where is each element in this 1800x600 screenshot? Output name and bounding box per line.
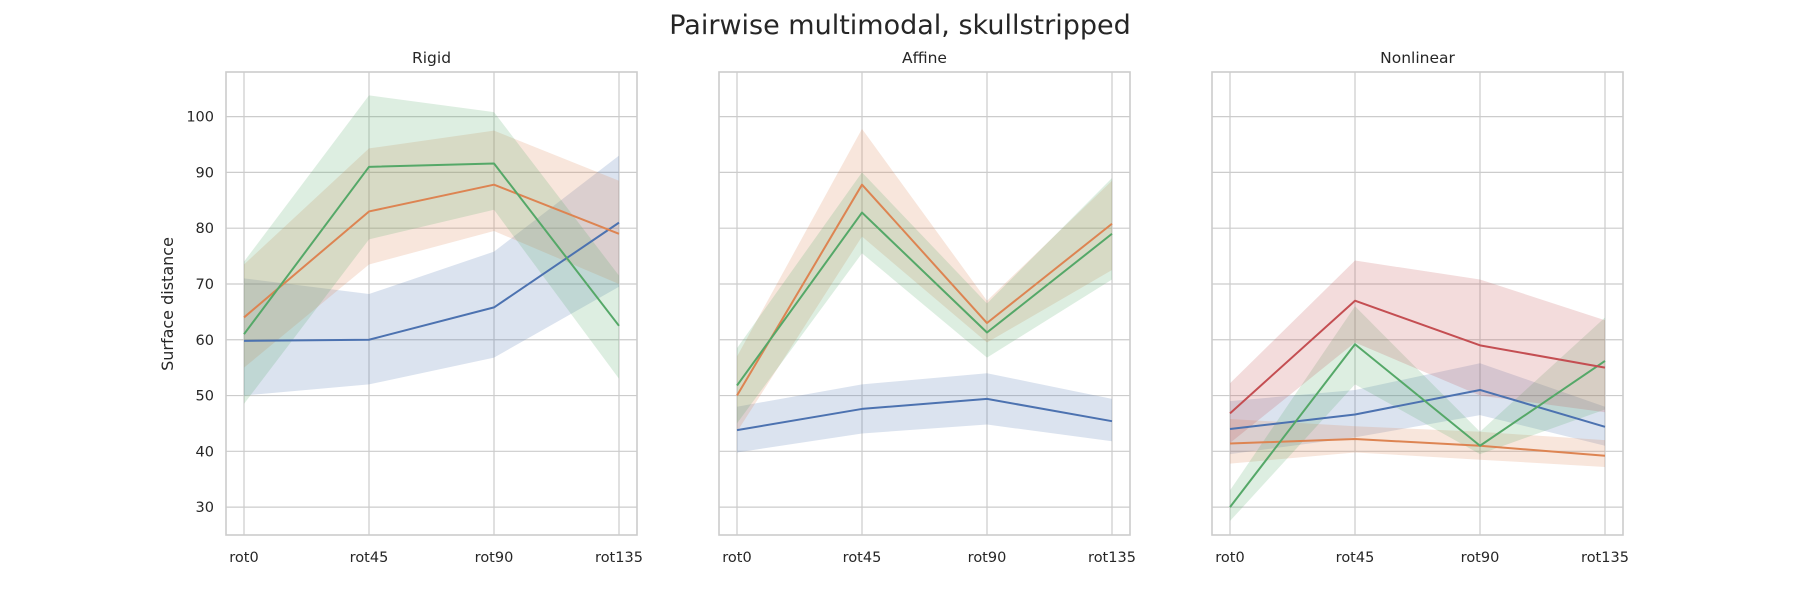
y-tick-label: 100: [186, 110, 214, 126]
series-3-line: [243, 162, 620, 335]
x-tick-label: rot135: [595, 550, 643, 566]
series-1-ci-band: [244, 155, 619, 396]
series-1-ci-band: [737, 373, 1112, 453]
series-3-ci-band: [244, 95, 619, 404]
axes-frame: [1211, 71, 1624, 536]
x-tick-label: rot45: [1336, 550, 1375, 566]
x-tick-label: rot90: [968, 550, 1007, 566]
x-tick-label: rot45: [350, 550, 389, 566]
series-1-ci-band: [1230, 363, 1605, 455]
y-tick-label: 90: [196, 165, 214, 181]
series-3-line: [1229, 343, 1606, 508]
series-2-ci-band: [737, 128, 1112, 432]
x-tick-label: rot0: [1215, 550, 1244, 566]
x-tick-label: rot90: [1461, 550, 1500, 566]
axes-frame: [718, 71, 1131, 536]
series-2-line: [243, 183, 620, 319]
panel-rigid: Rigid rot0 rot45 rot90 rot135 30 40 50 60 70 80 90 1…: [186, 49, 643, 566]
x-tick-label: rot135: [1581, 550, 1629, 566]
y-tick-label: 70: [196, 277, 214, 293]
panel-title: Nonlinear: [1380, 49, 1455, 67]
series-3-ci-band: [1230, 306, 1605, 522]
panel-title: Affine: [902, 49, 947, 67]
y-tick-label: 30: [196, 500, 214, 516]
series-2-line: [736, 183, 1113, 397]
axes-frame: [225, 71, 638, 536]
x-tick-label: rot0: [722, 550, 751, 566]
series-4-line: [1229, 299, 1606, 415]
panel-title: Rigid: [412, 49, 451, 67]
series-4-ci-band: [1230, 260, 1605, 443]
series-3-ci-band: [737, 172, 1112, 424]
series-2-line: [1229, 438, 1606, 457]
y-tick-label: 40: [196, 444, 214, 460]
series-3-line: [736, 211, 1113, 387]
series-2-ci-band: [244, 130, 619, 368]
series-1-line: [243, 221, 620, 342]
panel-affine: Affine rot0 rot45 rot90 rot135: [718, 49, 1136, 566]
y-axis-label: Surface distance: [158, 237, 177, 371]
series-1-line: [736, 397, 1113, 432]
panels: Rigid rot0 rot45 rot90 rot135 30 40 50 60 70 80 90 1…: [186, 49, 1629, 566]
x-tick-label: rot0: [229, 550, 258, 566]
y-tick-label: 50: [196, 389, 214, 405]
x-tick-label: rot45: [843, 550, 882, 566]
x-tick-label: rot90: [475, 550, 514, 566]
y-tick-label: 80: [196, 221, 214, 237]
y-tick-label: 60: [196, 333, 214, 349]
series-1-line: [1229, 388, 1606, 431]
chart-title: Pairwise multimodal, skullstripped: [669, 10, 1131, 41]
x-tick-label: rot135: [1088, 550, 1136, 566]
panel-nonlinear: Nonlinear rot0 rot45 rot90 rot135: [1211, 49, 1629, 566]
